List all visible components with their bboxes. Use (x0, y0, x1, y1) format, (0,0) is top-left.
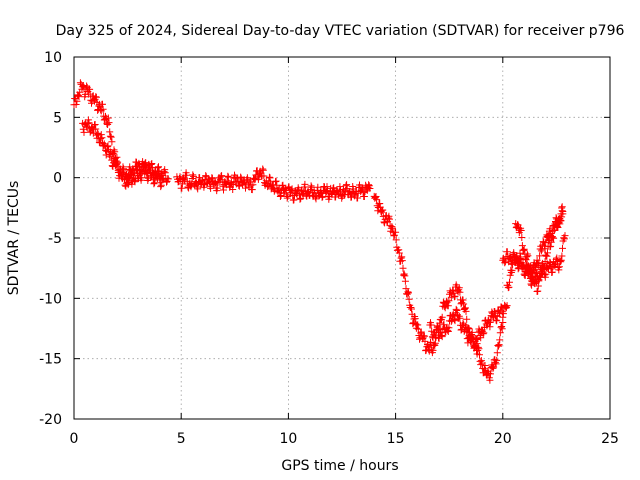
data-points (70, 79, 569, 384)
series-track-3 (173, 165, 374, 204)
x-tick-label: 10 (279, 431, 297, 447)
y-tick-label: 0 (53, 171, 62, 187)
data-marks (426, 301, 511, 350)
y-tick-label: -10 (39, 291, 62, 307)
data-marks (499, 232, 569, 285)
x-axis-label: GPS time / hours (281, 458, 398, 474)
data-marks (173, 165, 374, 204)
x-tick-label: 15 (387, 431, 405, 447)
series-track-4 (370, 192, 507, 384)
series-track-2 (79, 116, 166, 191)
axis-ticks: 0 5 10 15 20 25 -20 -15 -10 -5 0 5 10 (39, 50, 619, 447)
y-tick-label: -15 (39, 352, 62, 368)
y-axis-label: SDTVAR / TECUs (6, 181, 22, 296)
chart-title: Day 325 of 2024, Sidereal Day-to-day VTE… (56, 23, 625, 39)
data-marks (79, 116, 166, 191)
x-tick-label: 25 (601, 431, 619, 447)
data-marks (370, 192, 507, 384)
y-tick-label: 5 (53, 110, 62, 126)
y-tick-label: 10 (44, 50, 62, 66)
grid (74, 57, 610, 419)
series-track-5 (426, 301, 511, 350)
y-tick-label: -20 (39, 412, 62, 428)
x-tick-label: 0 (70, 431, 79, 447)
series-track-8 (499, 232, 569, 285)
y-tick-label: -5 (48, 231, 62, 247)
x-tick-label: 20 (494, 431, 512, 447)
x-tick-label: 5 (177, 431, 186, 447)
